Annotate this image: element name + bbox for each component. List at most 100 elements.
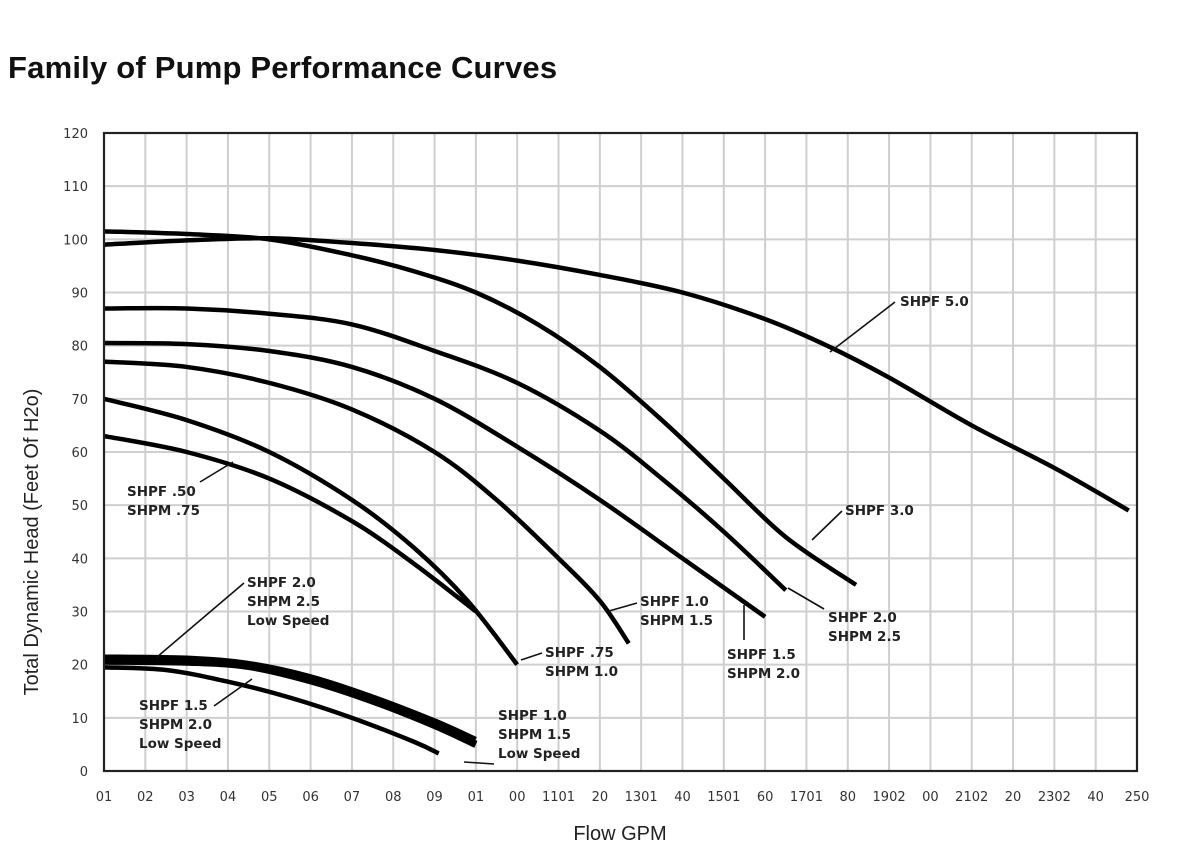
x-tick-label: 05 [261,790,278,805]
curve-label-line: SHPF 1.5 [139,698,208,714]
curve-label-shpf-1-0-shpm-1-5: SHPF 1.0 SHPM 1.5 [640,594,713,629]
curve-label-line: SHPF .50 [127,484,196,500]
label-leader-line [213,678,253,707]
y-tick-label: 70 [71,393,88,408]
y-tick-label: 100 [63,233,88,248]
x-tick-label: 06 [302,790,319,805]
x-tick-label: 2302 [1038,790,1071,805]
label-leader-line [156,582,245,658]
x-tick-label: 1902 [873,790,906,805]
x-tick-label: 250 [1125,790,1150,805]
curve-label-line: SHPF 1.0 [640,594,709,610]
grid [104,133,1137,771]
curve-label-line: SHPM 2.5 [247,594,320,610]
x-tick-label: 00 [922,790,939,805]
x-tick-label: 1501 [707,790,740,805]
curve-label-line: SHPF 3.0 [845,503,914,519]
curve-label-line: SHPF 5.0 [900,294,969,310]
curve-label-line: Low Speed [139,736,221,752]
curve-label-line: Low Speed [498,746,580,762]
y-tick-label: 110 [63,180,88,195]
x-tick-label: 04 [220,790,237,805]
x-axis-ticks: 01 02 03 04 05 06 07 08 09 01 00 1101 20 1301 40 1501 60… [96,790,1150,805]
y-tick-label: 80 [71,340,88,355]
chart-title: Family of Pump Performance Curves [8,50,558,85]
curve-shpf-2-0-shpm-2-5-low-speed [103,654,477,742]
y-axis-label: Total Dynamic Head (Feet Of H2o) [21,389,43,696]
curve-label-shpf-50-shpm-75: SHPF .50 SHPM .75 [127,484,200,519]
y-tick-label: 120 [63,127,88,142]
curve-label-line: SHPF 2.0 [828,610,897,626]
curve-label-line: Low Speed [247,613,329,629]
curve-label-line: SHPM 2.0 [139,717,212,733]
y-tick-label: 0 [80,765,88,780]
label-leader-line [199,461,234,483]
curve-label-line: SHPM 1.5 [498,727,571,743]
curve-shpf-3-0 [103,229,858,587]
x-tick-label: 20 [1005,790,1022,805]
y-tick-label: 40 [71,552,88,567]
curve-label-shpf-2-0-shpm-2-5: SHPF 2.0 SHPM 2.5 [828,610,901,645]
curve-shpf-50-shpm-75 [103,433,478,614]
y-tick-label: 20 [71,659,88,674]
x-tick-label: 20 [592,790,609,805]
label-leaders [156,301,896,765]
x-tick-label: 1301 [625,790,658,805]
curve-label-shpf-1-5-shpm-2-0: SHPF 1.5 SHPM 2.0 [727,647,800,682]
curve-label-line: SHPF 2.0 [247,575,316,591]
curve-shpf-2-0-shpm-2-5 [103,305,788,592]
x-tick-label: 80 [839,790,856,805]
x-tick-label: 2102 [955,790,988,805]
x-tick-label: 02 [137,790,154,805]
x-tick-label: 1701 [790,790,823,805]
curve-label-line: SHPM 1.5 [640,613,713,629]
curve-label-shpf-1-5-shpm-2-0-low-speed: SHPF 1.5 SHPM 2.0 Low Speed [139,698,221,752]
y-tick-label: 90 [71,287,88,302]
curve-label-line: SHPM .75 [127,503,200,519]
label-leader-line [463,761,495,765]
x-tick-label: 01 [468,790,485,805]
label-leader-line [608,602,638,612]
x-tick-label: 03 [178,790,195,805]
x-tick-label: 08 [385,790,402,805]
x-tick-label: 1101 [542,790,575,805]
label-leader-line [520,652,543,661]
x-tick-label: 01 [96,790,113,805]
curve-labels: SHPF 5.0 SHPF 3.0 SHPF 2.0 SHPM 2.5 SHPF 1.5… [127,294,969,762]
y-tick-label: 50 [71,499,88,514]
curve-label-shpf-5-0: SHPF 5.0 [900,294,969,310]
curve-label-shpf-1-0-shpm-1-5-low-speed: SHPF 1.0 SHPM 1.5 Low Speed [498,708,580,762]
curve-shpf-1-0-shpm-1-5-low-speed [103,657,478,748]
label-leader-line [787,587,825,610]
label-leader-line [829,301,896,353]
curve-label-line: SHPF 1.0 [498,708,567,724]
curve-label-shpf-75-shpm-1-0: SHPF .75 SHPM 1.0 [545,645,618,680]
curve-label-line: SHPF 1.5 [727,647,796,663]
y-tick-label: 10 [71,712,88,727]
x-tick-label: 40 [1087,790,1104,805]
x-axis-label: Flow GPM [573,823,666,845]
x-tick-label: 07 [344,790,361,805]
curve-shpf-1-0-shpm-1-5 [103,359,631,645]
curves [103,229,1130,756]
y-tick-label: 30 [71,606,88,621]
curve-shpf-75-shpm-1-0 [103,396,519,667]
x-tick-label: 00 [509,790,526,805]
curve-label-line: SHPM 2.0 [727,666,800,682]
curve-label-shpf-3-0: SHPF 3.0 [845,503,914,519]
curve-label-shpf-2-0-shpm-2-5-low-speed: SHPF 2.0 SHPM 2.5 Low Speed [247,575,329,629]
curve-label-line: SHPM 2.5 [828,629,901,645]
y-axis-ticks: 0 10 20 30 40 50 60 70 80 90 100 110 120 [63,127,88,780]
x-tick-label: 09 [426,790,443,805]
curve-shpf-1-5-shpm-2-0-low-speed [103,665,440,756]
x-tick-label: 60 [757,790,774,805]
curve-shpf-5-0 [103,235,1130,513]
curve-shpf-1-5-shpm-2-0 [103,340,767,619]
curve-label-line: SHPF .75 [545,645,614,661]
curve-label-line: SHPM 1.0 [545,664,618,680]
x-tick-label: 40 [674,790,691,805]
label-leader-line [811,510,843,541]
plot-frame [102,131,1139,773]
y-tick-label: 60 [71,446,88,461]
